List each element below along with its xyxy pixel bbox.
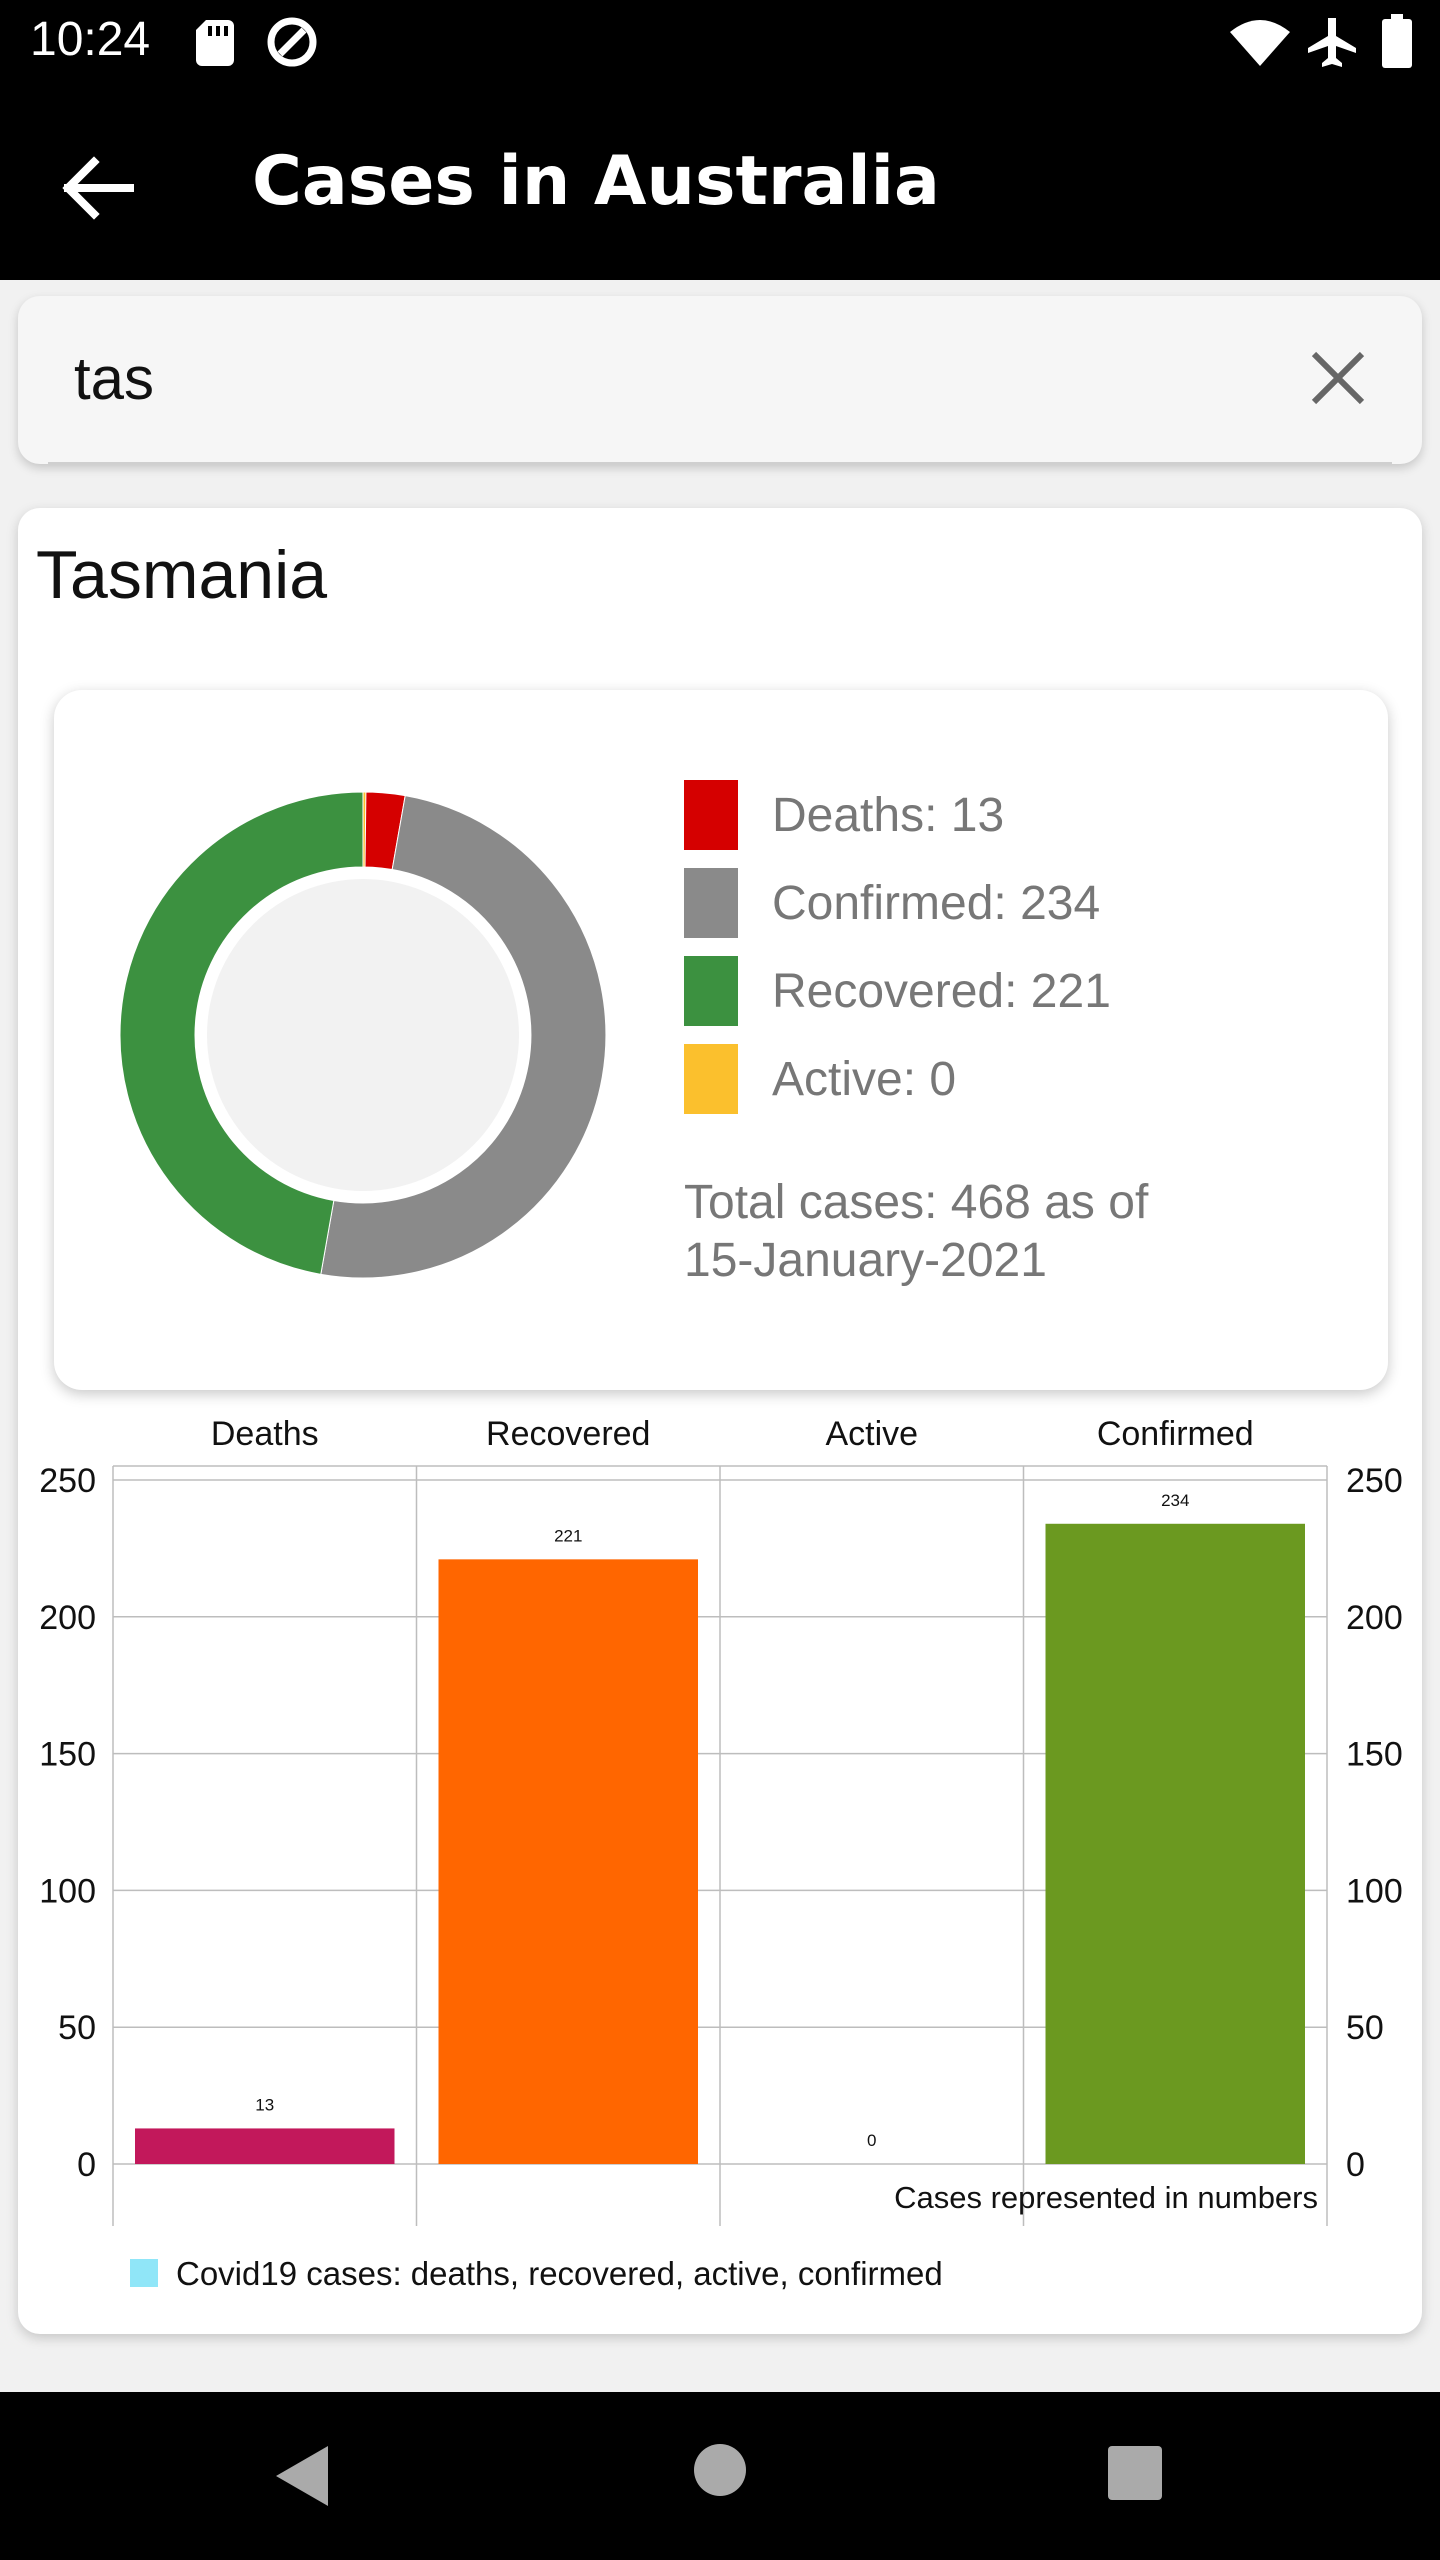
sd-card-icon [196, 20, 234, 66]
y-tick-label-left: 100 [39, 1872, 96, 1910]
close-icon[interactable] [1308, 348, 1368, 408]
region-title: Tasmania [36, 537, 328, 613]
data-saver-icon [267, 17, 317, 67]
category-label-deaths: Deaths [211, 1415, 319, 1453]
legend-swatch-recovered [684, 956, 738, 1026]
y-tick-label-left: 150 [39, 1736, 96, 1774]
navigation-bar [0, 2392, 1440, 2560]
category-label-recovered: Recovered [486, 1415, 650, 1453]
category-label-active: Active [825, 1415, 918, 1453]
y-tick-label-left: 0 [77, 2146, 96, 2184]
legend-swatch-active [684, 1044, 738, 1114]
nav-home-icon[interactable] [692, 2442, 748, 2498]
total-cases-text: Total cases: 468 as of 15-January-2021 [684, 1174, 1148, 1290]
legend-swatch-confirmed [684, 868, 738, 938]
legend-label-active: Active: 0 [772, 1053, 957, 1106]
wifi-icon [1230, 20, 1290, 66]
search-bar: tas [18, 296, 1422, 464]
y-tick-label-right: 150 [1346, 1736, 1403, 1774]
bar-value-label-confirmed: 234 [1161, 1491, 1189, 1510]
search-input[interactable]: tas [74, 345, 155, 412]
legend-label-confirmed: Confirmed: 234 [772, 877, 1101, 930]
y-tick-label-right: 50 [1346, 2009, 1384, 2047]
nav-recents-icon[interactable] [1108, 2446, 1162, 2500]
search-underline [48, 462, 1392, 464]
region-card: Tasmania Deaths: 13 Confirmed: 234 Recov… [18, 508, 1422, 2334]
pie-chart-card: Deaths: 13 Confirmed: 234 Recovered: 221… [54, 690, 1388, 1390]
bar-legend-label: Covid19 cases: deaths, recovered, active… [176, 2255, 943, 2292]
y-tick-label-right: 100 [1346, 1872, 1403, 1910]
status-time: 10:24 [30, 13, 151, 66]
bar-confirmed [1045, 1523, 1305, 2164]
status-bar: 10:24 [0, 0, 1440, 84]
y-tick-label-left: 250 [39, 1462, 96, 1500]
y-tick-label-right: 200 [1346, 1599, 1403, 1637]
donut-slice-active [362, 791, 367, 868]
nav-back-icon[interactable] [270, 2442, 334, 2510]
category-label-confirmed: Confirmed [1097, 1415, 1254, 1453]
legend-label-recovered: Recovered: 221 [772, 965, 1111, 1018]
bar-recovered [438, 1559, 698, 2164]
legend-label-deaths: Deaths: 13 [772, 789, 1005, 842]
bar-value-label-recovered: 221 [554, 1526, 582, 1545]
arrow-left-icon[interactable] [60, 148, 140, 228]
donut-slice-confirmed [320, 795, 607, 1279]
bar-value-label-active: 0 [867, 2131, 876, 2150]
total-cases-line: Total cases: 468 as of [684, 1176, 1149, 1229]
y-tick-label-right: 0 [1346, 2146, 1365, 2184]
app-bar: Cases in Australia [0, 84, 1440, 280]
legend-swatch-deaths [684, 780, 738, 850]
battery-icon [1382, 14, 1412, 68]
y-tick-label-left: 200 [39, 1599, 96, 1637]
bar-value-label-deaths: 13 [255, 2095, 274, 2114]
page-title: Cases in Australia [252, 142, 940, 221]
x-axis-label: Cases represented in numbers [894, 2180, 1318, 2215]
bar-deaths [135, 2128, 395, 2164]
bar-chart: 0 0 50 50 100 100 150 150 200 200 250 250 Deaths 13 Re… [39, 1415, 1403, 2292]
bar-legend-swatch [130, 2259, 158, 2287]
airplane-icon [1308, 18, 1356, 67]
y-tick-label-left: 50 [58, 2009, 96, 2047]
donut-slice-recovered [119, 791, 364, 1275]
total-cases-date: 15-January-2021 [684, 1234, 1047, 1287]
donut-hole [207, 879, 519, 1191]
donut-chart [119, 791, 607, 1279]
y-tick-label-right: 250 [1346, 1462, 1403, 1500]
